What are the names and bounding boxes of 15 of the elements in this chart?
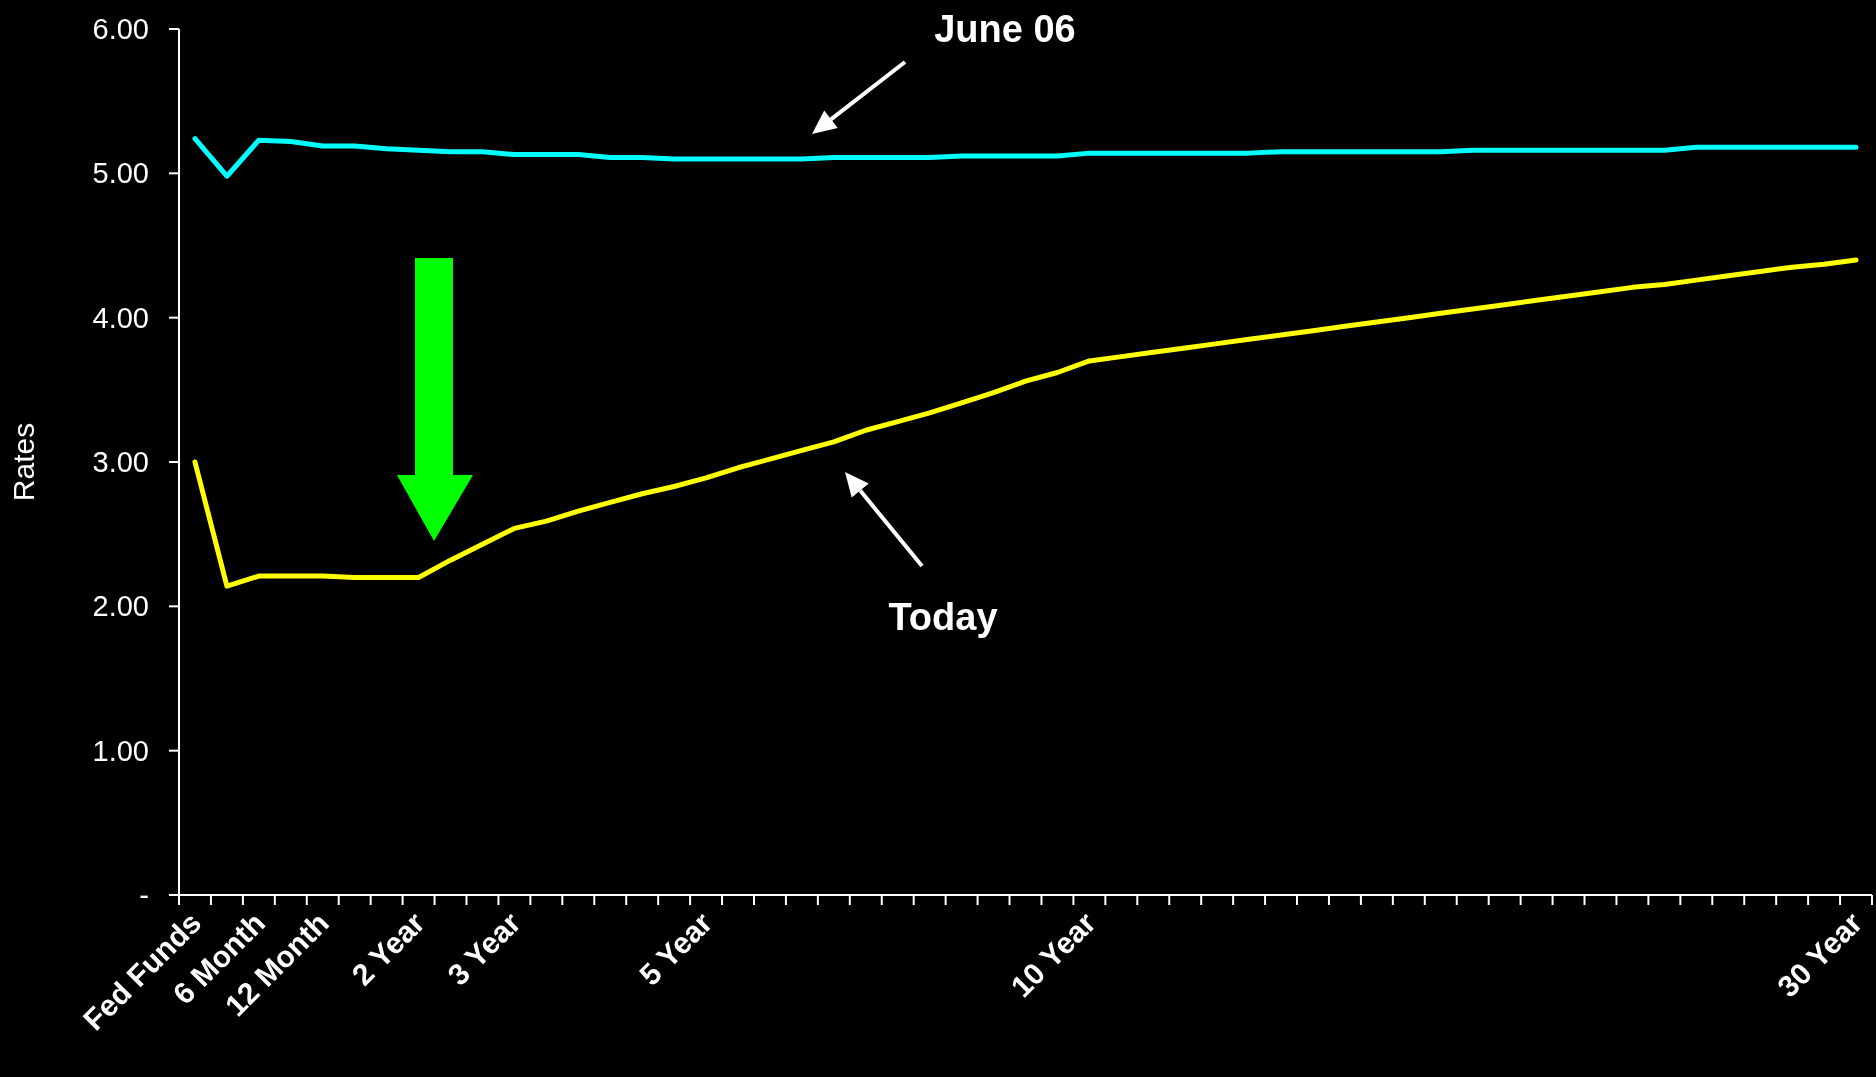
x-tick-label: 3 Year bbox=[441, 905, 527, 992]
y-tick-label: 2.00 bbox=[92, 590, 149, 623]
x-tick-label: 30 Year bbox=[1771, 905, 1869, 1004]
x-tick-label: 5 Year bbox=[632, 905, 719, 992]
y-tick-label: 5.00 bbox=[92, 157, 149, 190]
annotation: June 06 bbox=[934, 8, 1076, 51]
x-tick-label: 10 Year bbox=[1004, 905, 1102, 1004]
y-axis-title: Rates bbox=[7, 422, 40, 502]
x-tick-label: 2 Year bbox=[345, 905, 432, 992]
y-tick-label: 6.00 bbox=[92, 13, 149, 46]
y-tick-label: 1.00 bbox=[92, 734, 149, 767]
annotation: Today bbox=[888, 596, 998, 639]
y-tick-label: 4.00 bbox=[92, 301, 149, 334]
y-tick-label: 3.00 bbox=[92, 446, 149, 479]
y-tick-label: - bbox=[139, 879, 149, 912]
